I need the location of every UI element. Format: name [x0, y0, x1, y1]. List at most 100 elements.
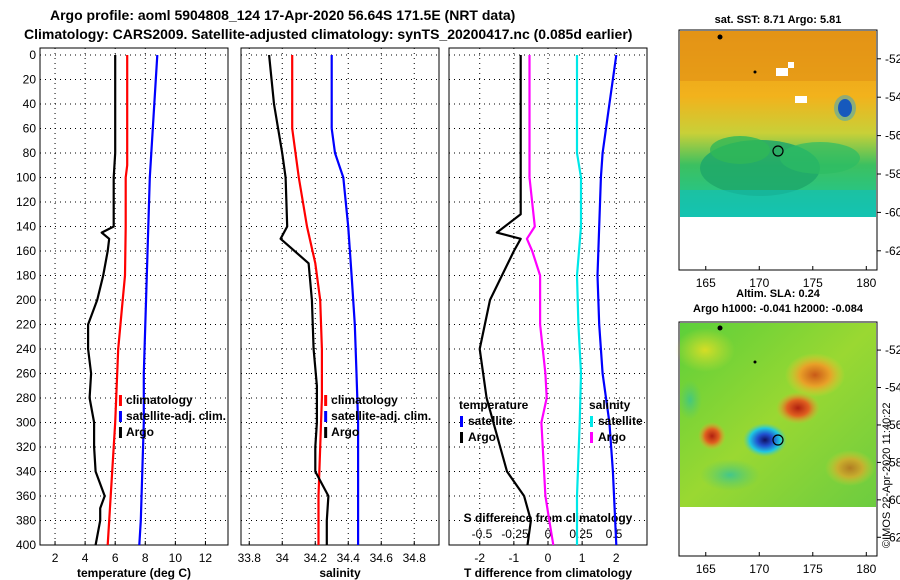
series-s-argo: [525, 55, 555, 546]
map-x-tick-label: 165: [696, 562, 716, 576]
legend-swatch: [118, 411, 122, 422]
legend-entry: Argo: [468, 430, 496, 444]
y-tick-label: 20: [23, 73, 37, 87]
top-tick-label: -0.5: [472, 527, 493, 541]
y-tick-label: 80: [23, 146, 37, 160]
legend-swatch: [590, 432, 593, 443]
salinity-panel-frame: [240, 47, 440, 546]
legend-entry: Argo: [331, 425, 359, 439]
sla-map: Altim. SLA: 0.24 Argo h1000: -0.041 h200…: [675, 288, 900, 576]
y-tick-label: 400: [16, 538, 36, 552]
top-tick-label: 0.5: [606, 527, 623, 541]
salinity-panel-xlabel: salinity: [319, 566, 361, 580]
x-tick-label: 34.8: [403, 551, 427, 565]
map-y-tick-label: -56: [885, 129, 900, 143]
temperature-panel-xlabel: temperature (deg C): [77, 566, 191, 580]
x-tick-label: 2: [52, 551, 59, 565]
legend-entry: Argo: [126, 425, 154, 439]
legend-right-title: salinity: [589, 398, 631, 412]
y-tick-label: 200: [16, 293, 36, 307]
x-tick-label: 34.6: [370, 551, 394, 565]
series-argo: [86, 55, 117, 546]
legend-entry: satellite-adj. clim.: [331, 409, 431, 423]
legend-entry: satellite: [598, 414, 643, 428]
difference-panel-frame: [448, 47, 648, 546]
legend-swatch: [324, 395, 328, 406]
x-tick-label: 2: [613, 551, 620, 565]
x-tick-label: 0: [545, 551, 552, 565]
y-tick-label: 160: [16, 244, 36, 258]
sla-map-image: [675, 323, 876, 507]
sla-map-title: Altim. SLA: 0.24: [736, 288, 821, 300]
legend-entry: satellite: [468, 414, 513, 428]
sst-float-marker: [772, 145, 784, 157]
top-tick-label: -0.25: [501, 527, 529, 541]
legend-entry: climatology: [331, 393, 398, 407]
legend-swatch: [118, 427, 122, 438]
sst-map-title: sat. SST: 8.71 Argo: 5.81: [715, 14, 842, 26]
temperature-panel: 2 4 6 8 10 1202040608010012014016018020022024…: [16, 47, 229, 580]
legend-entry: satellite-adj. clim.: [126, 409, 226, 423]
legend-swatch: [460, 416, 463, 427]
legend-swatch: [324, 411, 328, 422]
sst-map-image: [680, 31, 876, 217]
x-tick-label: 12: [199, 551, 213, 565]
top-tick-label: 0.25: [569, 527, 593, 541]
y-tick-label: 180: [16, 269, 36, 283]
legend-entry: Argo: [598, 430, 626, 444]
y-tick-label: 40: [23, 97, 37, 111]
x-tick-label: 4: [82, 551, 89, 565]
series-t-argo: [478, 55, 533, 546]
map-x-tick-label: 180: [856, 562, 876, 576]
figure-title-line1: Argo profile: aoml 5904808_124 17-Apr-20…: [50, 7, 515, 23]
map-y-tick-label: -62: [885, 530, 900, 544]
y-tick-label: 300: [16, 416, 36, 430]
figure-title-line2: Climatology: CARS2009. Satellite-adjuste…: [24, 26, 632, 42]
y-tick-label: 260: [16, 367, 36, 381]
legend-swatch: [590, 416, 593, 427]
sla-float-marker: [772, 434, 784, 446]
series-s-satellite: [575, 55, 583, 545]
map-x-tick-label: 170: [749, 276, 769, 290]
map-y-tick-label: -54: [885, 381, 900, 395]
x-tick-label: -2: [474, 551, 485, 565]
map-y-tick-label: -56: [885, 418, 900, 432]
x-tick-label: 33.8: [238, 551, 262, 565]
legend-entry: climatology: [126, 393, 193, 407]
temperature-panel-frame: [39, 47, 229, 546]
y-tick-label: 220: [16, 318, 36, 332]
y-tick-label: 360: [16, 489, 36, 503]
map-y-tick-label: -52: [885, 343, 900, 357]
map-y-tick-label: -60: [885, 205, 900, 219]
sla-map-subtitle: Argo h1000: -0.041 h2000: -0.084: [693, 303, 864, 315]
legend-swatch: [324, 427, 328, 438]
map-y-tick-label: -60: [885, 493, 900, 507]
x-tick-label: 34.4: [337, 551, 361, 565]
map-x-tick-label: 170: [749, 562, 769, 576]
series-argo: [268, 54, 330, 545]
profile-panels: 2 4 6 8 10 1202040608010012014016018020022024…: [16, 47, 648, 580]
map-x-tick-label: 175: [803, 562, 823, 576]
map-y-tick-label: -58: [885, 167, 900, 181]
map-x-tick-label: 165: [696, 276, 716, 290]
y-tick-label: 380: [16, 514, 36, 528]
y-tick-label: 0: [29, 48, 36, 62]
y-tick-label: 120: [16, 195, 36, 209]
map-y-tick-label: -58: [885, 455, 900, 469]
series-satellite-adj-clim-: [138, 54, 159, 546]
map-x-tick-label: 175: [803, 276, 823, 290]
x-tick-label: 8: [142, 551, 149, 565]
map-x-tick-label: 180: [856, 276, 876, 290]
y-tick-label: 140: [16, 220, 36, 234]
x-tick-label: -1: [509, 551, 520, 565]
legend-swatch: [460, 432, 463, 443]
y-tick-label: 100: [16, 171, 36, 185]
series-t-satellite: [596, 54, 618, 546]
sst-map: sat. SST: 8.71 Argo: 5.81 165 170 175 180 -5…: [678, 14, 900, 290]
difference-panel-xlabel: T difference from climatology: [464, 566, 632, 580]
y-tick-label: 340: [16, 465, 36, 479]
timestamp-watermark: ©IMOS 22-Apr-2020 11:40:22: [881, 403, 893, 548]
map-y-tick-label: -54: [885, 90, 900, 104]
